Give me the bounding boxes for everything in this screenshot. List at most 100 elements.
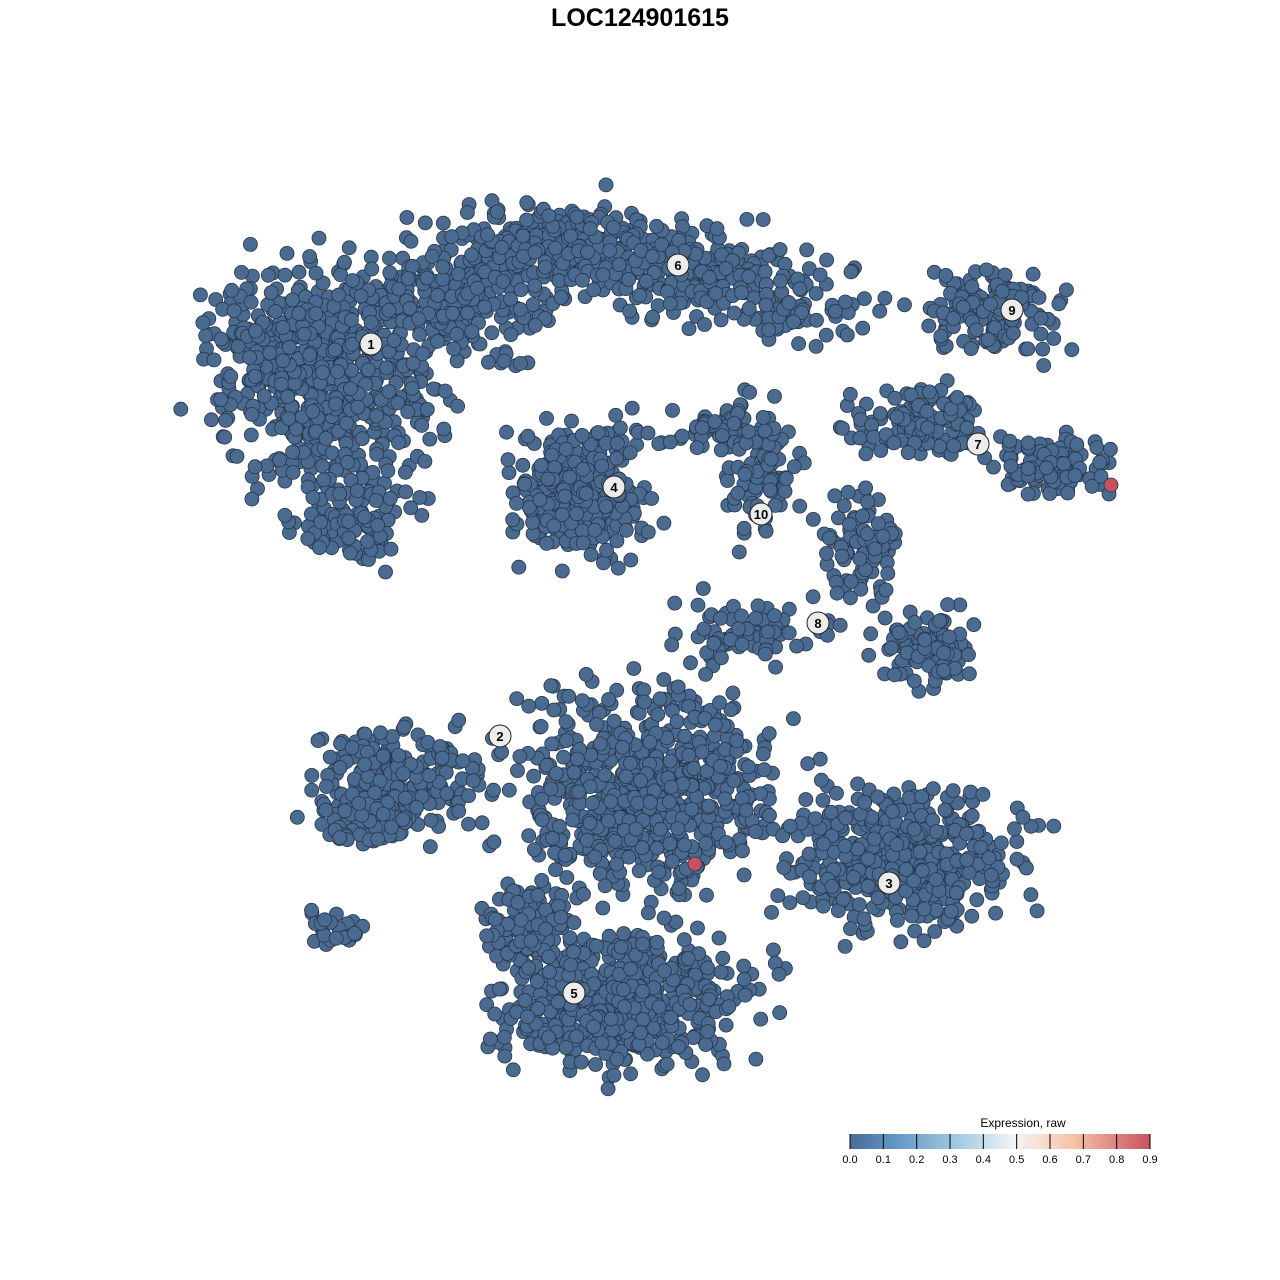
cell-point (268, 304, 283, 319)
cell-point (889, 837, 905, 852)
cell-point (430, 288, 446, 303)
cell-point (792, 498, 808, 514)
cell-point (861, 647, 877, 663)
cell-point (735, 843, 750, 859)
cell-point (460, 305, 476, 321)
cell-point (832, 617, 848, 633)
cell-point (969, 892, 985, 908)
cell-point (541, 208, 557, 224)
svg-text:9: 9 (1008, 303, 1015, 318)
cell-point (718, 1017, 734, 1033)
cell-point (530, 887, 546, 903)
cell-point (263, 285, 279, 301)
cell-point (842, 516, 857, 532)
cell-point (588, 1057, 603, 1072)
cell-point (569, 1028, 585, 1044)
cell-point (300, 531, 316, 546)
svg-text:7: 7 (974, 437, 981, 452)
cell-point (884, 640, 899, 656)
cell-point (741, 424, 756, 440)
cell-point (566, 944, 581, 960)
cell-point (859, 526, 875, 542)
cell-point (1059, 282, 1074, 298)
cell-point (834, 548, 850, 564)
cell-point (601, 813, 616, 829)
cell-point (381, 250, 397, 266)
cluster-label-8: 8 (806, 611, 830, 635)
cell-point (332, 760, 348, 776)
cell-point (758, 646, 773, 662)
cell-point (757, 423, 773, 439)
cell-point (955, 299, 971, 315)
cell-point (742, 384, 757, 400)
cell-point (1067, 468, 1083, 483)
cluster-label-6: 6 (666, 253, 690, 277)
svg-text:5: 5 (570, 986, 577, 1001)
cell-point (737, 987, 753, 1003)
cell-point (537, 259, 553, 275)
cell-point (499, 424, 514, 440)
cell-point (469, 280, 485, 296)
cell-point (509, 691, 525, 706)
cell-point (786, 459, 802, 475)
cell-point (686, 761, 702, 776)
cell-point (949, 389, 965, 405)
cell-point (600, 1081, 616, 1097)
cell-point (711, 930, 727, 946)
cell-point (778, 470, 794, 486)
cell-point (608, 407, 624, 423)
cell-point (571, 784, 586, 800)
cell-point (395, 812, 411, 827)
cell-point (701, 991, 717, 1007)
cell-point (748, 610, 764, 626)
cell-point (900, 445, 916, 461)
cell-point (412, 490, 428, 505)
cell-point (652, 691, 668, 707)
cell-point (592, 736, 608, 752)
cell-point (351, 796, 367, 811)
cell-point (715, 950, 731, 966)
cell-point (330, 364, 346, 380)
cell-point (928, 872, 944, 887)
cell-point (337, 803, 353, 819)
cell-point (557, 847, 573, 863)
cell-point (606, 1067, 622, 1083)
cell-point (382, 490, 398, 506)
cell-point (938, 267, 954, 283)
cell-point (414, 417, 430, 433)
cell-point (495, 273, 511, 289)
cell-point (1051, 296, 1067, 312)
cell-point (618, 522, 634, 538)
cell-point (829, 585, 845, 601)
cell-point (621, 272, 637, 287)
cell-point (936, 663, 951, 678)
cell-point (609, 1051, 625, 1067)
cell-point (919, 403, 935, 419)
cell-point (403, 233, 419, 249)
cell-point (583, 547, 599, 563)
cell-point (964, 908, 980, 924)
cell-point (340, 454, 356, 470)
cell-point (887, 667, 902, 683)
cell-point (748, 1051, 764, 1067)
cell-point (328, 930, 344, 946)
cell-point (912, 844, 928, 860)
cell-point (234, 264, 249, 280)
cell-point (291, 305, 307, 321)
cell-point (866, 831, 882, 847)
cell-point (419, 270, 435, 286)
cell-point (886, 435, 902, 451)
cell-point (556, 749, 571, 765)
cell-point (767, 388, 782, 404)
cell-point (277, 267, 293, 283)
svg-text:8: 8 (814, 616, 821, 631)
cell-point (656, 515, 672, 531)
cell-point (515, 228, 531, 244)
cell-point (671, 1039, 686, 1055)
cell-point (662, 296, 678, 312)
cell-point (650, 707, 666, 722)
cell-point (639, 273, 654, 289)
cell-point (651, 999, 667, 1015)
cell-point (505, 512, 521, 528)
cell-point (897, 297, 912, 313)
